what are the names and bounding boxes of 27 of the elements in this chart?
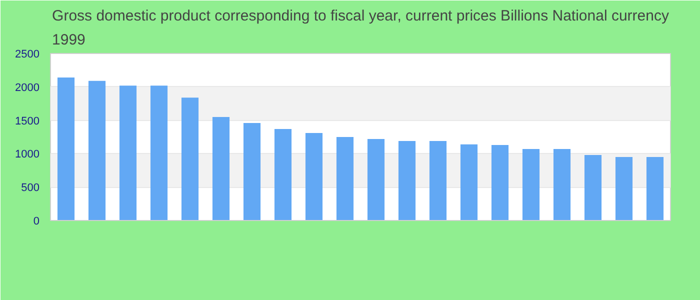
y-tick-label: 1500 bbox=[15, 115, 40, 128]
bar bbox=[150, 86, 168, 220]
bar bbox=[212, 116, 230, 220]
bar bbox=[398, 141, 416, 220]
bar bbox=[336, 137, 354, 220]
bar bbox=[88, 80, 106, 220]
bar bbox=[491, 145, 509, 220]
bar bbox=[367, 139, 385, 220]
bar bbox=[646, 157, 664, 220]
bar bbox=[522, 149, 540, 220]
bar bbox=[57, 78, 75, 220]
bar bbox=[181, 98, 199, 220]
bar bbox=[460, 144, 478, 220]
y-tick-label: 2500 bbox=[15, 48, 40, 60]
bar bbox=[305, 132, 323, 220]
bar bbox=[274, 128, 292, 220]
y-tick-label: 500 bbox=[21, 182, 40, 194]
bar bbox=[553, 149, 571, 220]
chart-title: Gross domestic product corresponding to fiscal year, current prices Billions National currency 1999 bbox=[52, 8, 670, 48]
bar bbox=[243, 122, 261, 220]
bar bbox=[429, 141, 447, 220]
y-tick-label: 0 bbox=[33, 216, 40, 228]
y-tick-label: 2000 bbox=[15, 82, 40, 94]
bar bbox=[584, 155, 602, 220]
bar bbox=[119, 86, 137, 220]
y-tick-label: 1000 bbox=[15, 148, 40, 161]
bar bbox=[615, 157, 633, 220]
